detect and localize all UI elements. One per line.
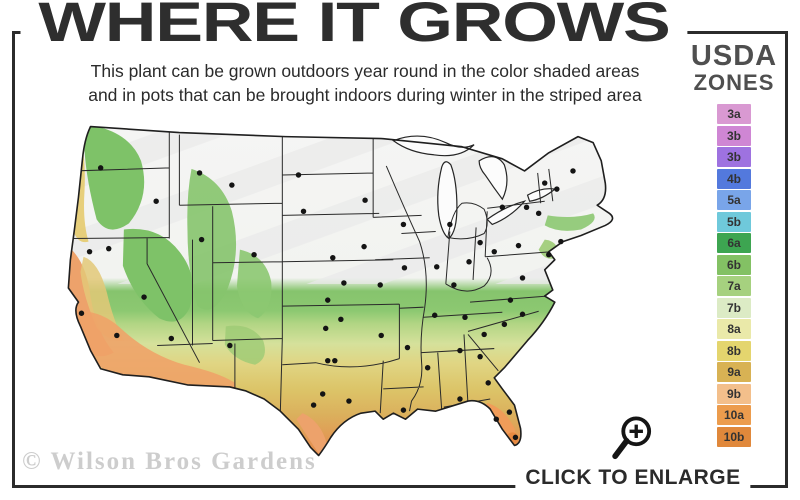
zone-patches (68, 126, 595, 455)
zone-chip-5b: 5b (717, 211, 751, 232)
page-title: WHERE IT GROWS (20, 0, 688, 52)
legend-heading-zones: ZONES (693, 70, 775, 95)
zone-chip-6a: 6a (717, 233, 751, 254)
us-zone-map[interactable] (28, 110, 684, 464)
zone-chip-8b: 8b (717, 340, 751, 361)
zone-chip-3b: 3b (717, 125, 751, 146)
magnifier-plus-icon (611, 416, 651, 460)
zone-chip-9a: 9a (717, 362, 751, 383)
usda-zones-legend: USDA ZONES 3a 3b 3b 4b 5a 5b 6a 6b 7a 7b 8a 8b 9a 9b 1… (690, 42, 778, 448)
page-title-wrap: WHERE IT GROWS (20, 0, 688, 52)
subtitle-line-1: This plant can be grown outdoors year ro… (90, 61, 640, 81)
zone-chip-4b: 4b (717, 168, 751, 189)
zone-chip-list: 3a 3b 3b 4b 5a 5b 6a 6b 7a 7b 8a 8b 9a 9b 10a 10b (690, 104, 778, 447)
click-to-enlarge-label[interactable]: CLICK TO ENLARGE (515, 465, 751, 491)
click-to-enlarge[interactable]: CLICK TO ENLARGE (515, 413, 751, 491)
zone-chip-7a: 7a (717, 276, 751, 297)
zone-chip-3b: 3b (717, 147, 751, 168)
zone-chip-6b: 6b (717, 254, 751, 275)
watermark: © Wilson Bros Gardens (22, 448, 317, 475)
legend-heading-usda: USDA (690, 40, 778, 72)
subtitle: This plant can be grown outdoors year ro… (20, 60, 710, 107)
zone-chip-9b: 9b (717, 383, 751, 404)
map-body (67, 125, 614, 457)
city-dots (78, 165, 576, 441)
zone-chip-7b: 7b (717, 297, 751, 318)
zone-chip-5a: 5a (717, 190, 751, 211)
zone-chip-10b: 10b (717, 426, 751, 447)
subtitle-line-2: and in pots that can be brought indoors … (88, 84, 642, 105)
zone-chip-8a: 8a (717, 319, 751, 340)
zone-chip-3a: 3a (717, 104, 751, 125)
zone-chip-10a: 10a (717, 405, 751, 426)
